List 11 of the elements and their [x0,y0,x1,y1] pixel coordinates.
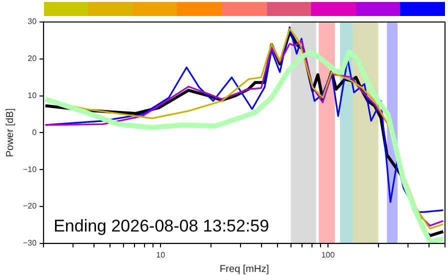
y-axis-title: Power [dB] [4,108,16,158]
x-axis-title: Freq [mHz] [220,264,270,275]
y-tick-label: 10 [28,91,38,100]
y-tick-label: −10 [22,164,38,174]
y-tick-label: −20 [22,202,38,211]
y-tick-label: 30 [28,17,38,26]
annotation: Ending 2026-08-08 13:52:59 [54,216,270,236]
y-tick-label: 0 [32,128,38,137]
y-tick-label: −30 [22,238,38,248]
x-tick-label: 100 [321,250,336,260]
y-tick-label: 20 [28,54,38,64]
